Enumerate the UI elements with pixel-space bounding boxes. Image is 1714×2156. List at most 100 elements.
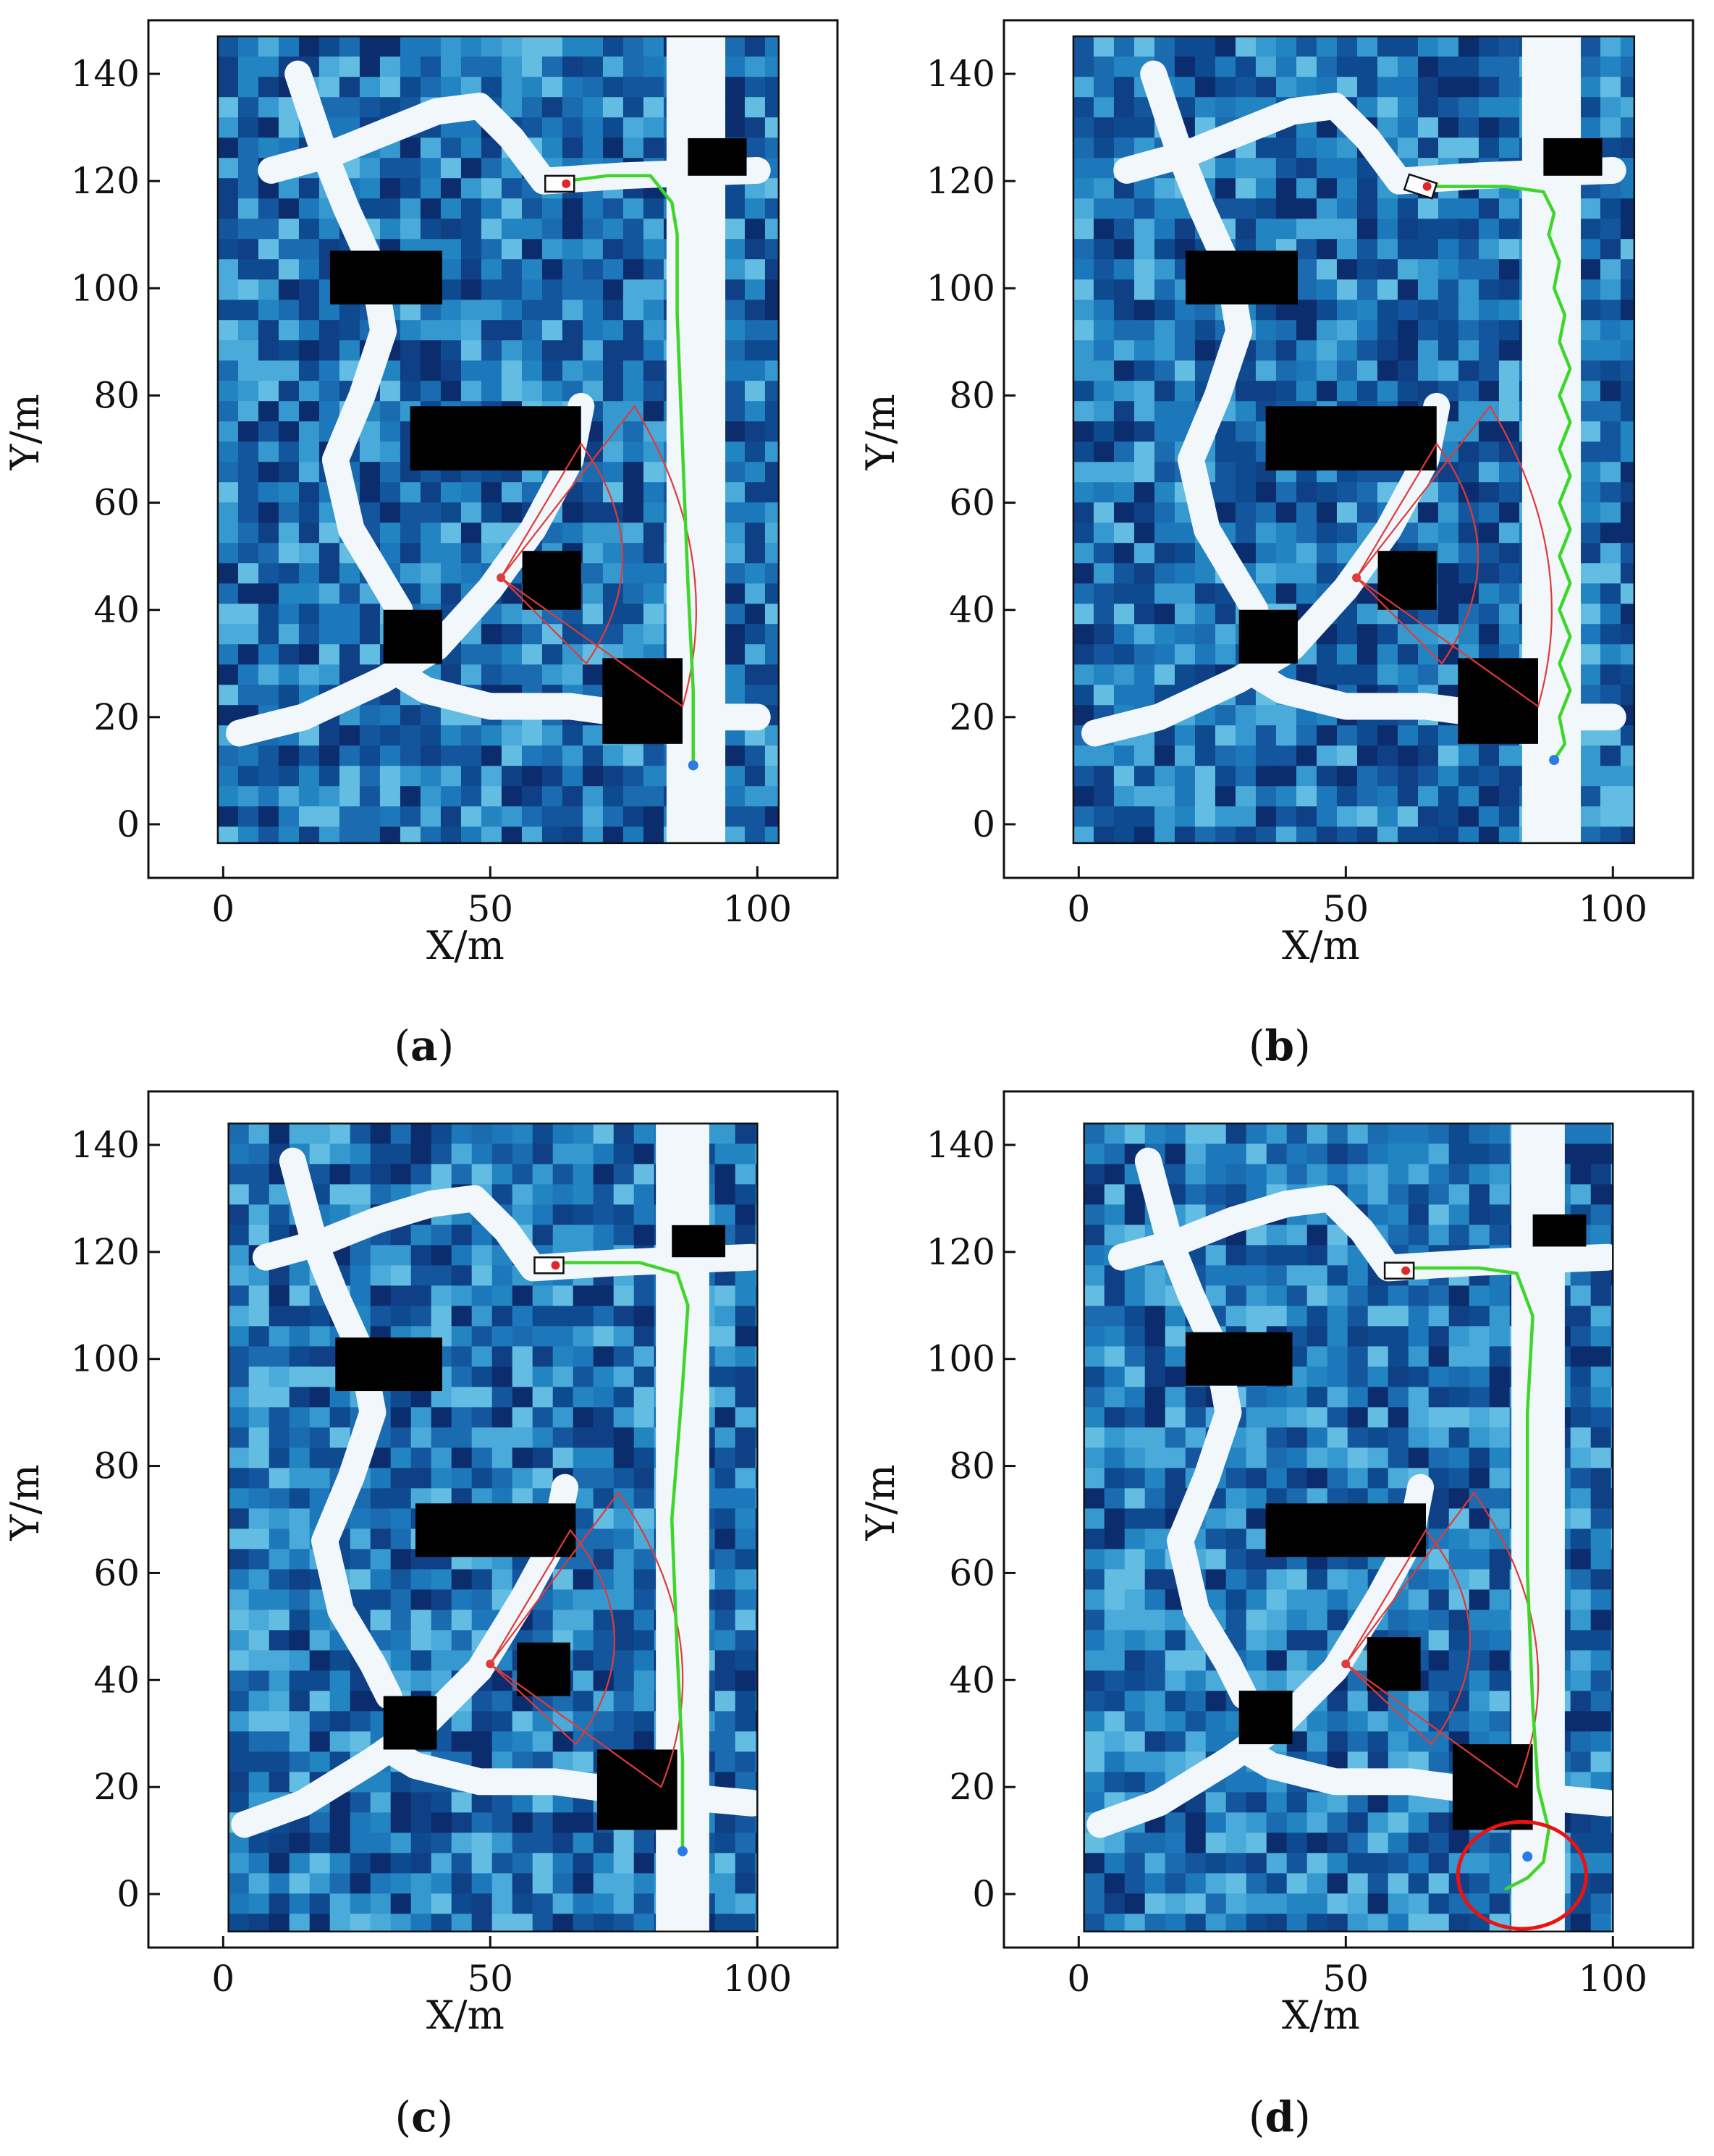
- y-tick-label-b-60: 60: [949, 482, 995, 524]
- map-border-d: [1083, 1123, 1614, 1933]
- start-point-d: [1522, 1851, 1533, 1862]
- y-tick-label-d-80: 80: [949, 1445, 995, 1487]
- obstacle-a-5: [688, 138, 747, 176]
- x-tick-label-b-100: 100: [1579, 888, 1647, 930]
- y-tick-label-b-20: 20: [949, 696, 995, 738]
- caption-letter-a: a: [410, 1021, 438, 1070]
- sensor-outer-b: [1356, 405, 1553, 708]
- vehicle-marker-b: [1422, 182, 1432, 191]
- y-tick-label-d-0: 0: [972, 1873, 995, 1915]
- obstacle-a-0: [329, 250, 442, 305]
- obstacle-b-3: [1238, 609, 1298, 664]
- x-tick-label-a-100: 100: [723, 888, 792, 930]
- y-axis-title-c: Y/m: [2, 1464, 48, 1541]
- road-d-3: [1107, 1185, 1613, 1282]
- road-a-2: [284, 60, 413, 624]
- start-point-c: [677, 1846, 688, 1856]
- y-axis-title-a: Y/m: [2, 394, 48, 470]
- y-tick-label-a-80: 80: [93, 374, 140, 416]
- y-tick-label-a-20: 20: [93, 696, 140, 738]
- y-tick-label-b-100: 100: [926, 267, 995, 309]
- obstacle-d-2: [1367, 1637, 1421, 1691]
- x-tick-label-b-50: 50: [1322, 888, 1369, 930]
- x-tick-label-b-0: 0: [1067, 888, 1090, 930]
- obstacle-a-2: [522, 551, 581, 610]
- obstacle-c-3: [383, 1696, 437, 1750]
- obstacle-b-4: [1458, 658, 1538, 744]
- y-tick-label-b-0: 0: [972, 803, 995, 845]
- x-axis-title-c: X/m: [426, 1992, 505, 2038]
- x-tick-label-d-50: 50: [1322, 1958, 1369, 2000]
- vehicle-marker-d: [1401, 1266, 1411, 1275]
- y-tick-label-d-40: 40: [949, 1659, 995, 1701]
- panel-a: 0 20 40 60 80 100 120 140 0 50 100 X/m Y/m (a): [2, 19, 839, 1070]
- sensor-origin-c: [486, 1660, 495, 1669]
- y-tick-label-d-60: 60: [949, 1552, 995, 1594]
- obstacle-b-0: [1185, 250, 1298, 305]
- caption-open-b: (: [1249, 1021, 1265, 1070]
- road-c-2: [279, 1147, 402, 1709]
- obstacle-c-5: [672, 1225, 726, 1258]
- y-tick-label-d-120: 120: [926, 1231, 995, 1273]
- y-tick-label-a-40: 40: [93, 589, 140, 631]
- y-tick-label-a-0: 0: [117, 803, 140, 845]
- obstacle-a-4: [602, 658, 683, 744]
- map-a: [217, 36, 779, 843]
- y-axis-title-b: Y/m: [858, 394, 903, 470]
- obstacle-b-2: [1377, 551, 1437, 610]
- x-tick-label-c-100: 100: [723, 1958, 792, 2000]
- caption-letter-b: b: [1265, 1021, 1295, 1070]
- y-tick-label-a-120: 120: [71, 160, 140, 202]
- y-tick-label-d-20: 20: [949, 1766, 995, 1808]
- y-tick-label-d-140: 140: [926, 1124, 995, 1166]
- vehicle-icon-b: [1403, 173, 1438, 200]
- obstacle-c-0: [335, 1337, 442, 1392]
- obstacle-c-1: [415, 1503, 576, 1557]
- caption-close-c: ): [436, 2092, 453, 2142]
- y-tick-label-c-40: 40: [93, 1659, 140, 1701]
- y-tick-label-a-60: 60: [93, 482, 140, 524]
- y-tick-label-d-100: 100: [926, 1338, 995, 1380]
- panel-b: 0 20 40 60 80 100 120 140 0 50 100 X/m Y/m (b): [858, 19, 1694, 1070]
- y-tick-label-c-0: 0: [117, 1873, 140, 1915]
- obstacle-d-1: [1265, 1503, 1427, 1557]
- sensor-inner-d: [1344, 1529, 1472, 1746]
- sensor-inner-c: [489, 1529, 616, 1746]
- y-tick-label-c-120: 120: [71, 1231, 140, 1273]
- sensor-outer-d: [1345, 1491, 1540, 1788]
- sensor-origin-b: [1352, 573, 1362, 583]
- y-tick-label-c-20: 20: [93, 1766, 140, 1808]
- map-border-c: [227, 1123, 759, 1933]
- planned-path-d: [1403, 1266, 1550, 1890]
- sensor-origin-d: [1341, 1660, 1351, 1669]
- caption-letter-c: c: [411, 2092, 436, 2142]
- caption-open-c: (: [394, 2092, 411, 2142]
- start-point-a: [688, 760, 698, 771]
- obstacle-a-1: [410, 406, 581, 471]
- planned-path-a: [563, 174, 695, 767]
- panel-caption-c: (c): [394, 2092, 453, 2142]
- caption-open-a: (: [394, 1021, 410, 1070]
- y-axis-title-d: Y/m: [858, 1464, 903, 1541]
- road-d-2: [1134, 1147, 1258, 1709]
- obstacle-d-4: [1452, 1744, 1533, 1830]
- y-tick-label-c-80: 80: [93, 1445, 140, 1487]
- map-c: [228, 1123, 758, 1932]
- map-b: [1073, 36, 1634, 843]
- map-d: [1084, 1123, 1613, 1932]
- map-border-b: [1072, 35, 1636, 845]
- caption-open-d: (: [1249, 2092, 1265, 2142]
- road-c-3: [252, 1185, 758, 1282]
- obstacle-d-0: [1185, 1332, 1293, 1386]
- panel-caption-a: (a): [394, 1021, 454, 1070]
- panel-caption-b: (b): [1249, 1021, 1311, 1070]
- x-tick-label-c-0: 0: [211, 1958, 235, 2000]
- sensor-inner-b: [1355, 442, 1479, 665]
- obstacle-d-5: [1532, 1214, 1587, 1247]
- caption-close-a: ): [438, 1021, 455, 1070]
- obstacle-b-1: [1265, 406, 1437, 471]
- road-b-3: [1113, 93, 1626, 195]
- x-tick-label-a-50: 50: [467, 888, 513, 930]
- obstacle-c-4: [596, 1749, 677, 1830]
